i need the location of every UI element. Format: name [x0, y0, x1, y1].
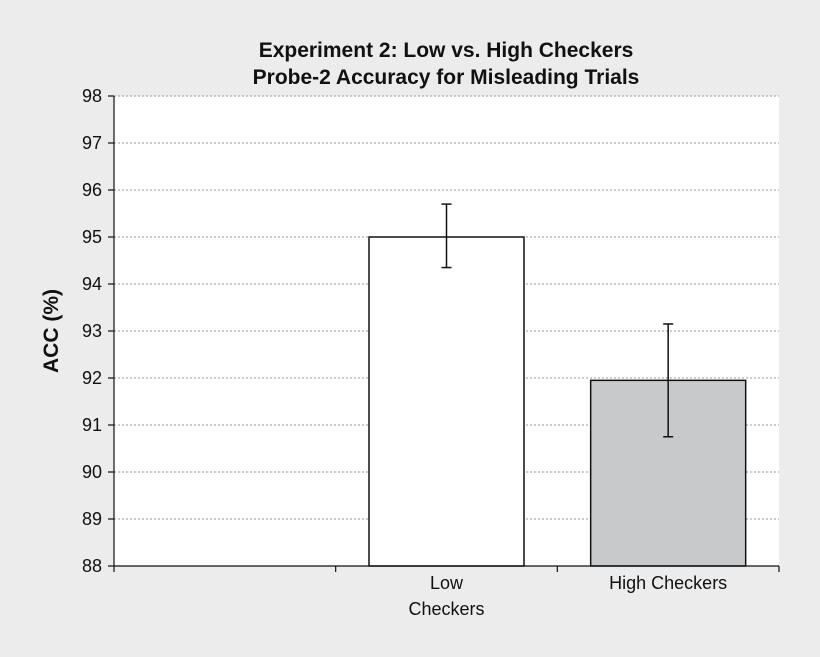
y-tick-label: 95: [82, 227, 102, 247]
x-category-label: Checkers: [408, 599, 484, 619]
y-tick-label: 91: [82, 415, 102, 435]
y-tick-label: 88: [82, 556, 102, 576]
x-category-labels: Low Checkers High Checkers: [408, 573, 727, 619]
y-axis-title: ACC (%): [40, 289, 63, 373]
x-category-label: Low: [430, 573, 464, 593]
x-category-label: High Checkers: [609, 573, 727, 593]
y-tick-label: 92: [82, 368, 102, 388]
bar: [368, 236, 525, 567]
error-bars: [441, 203, 674, 438]
axes: [108, 95, 780, 572]
bars: [368, 236, 747, 567]
y-tick-label: 97: [82, 133, 102, 153]
y-tick-label: 89: [82, 509, 102, 529]
y-tick-label: 94: [82, 274, 102, 294]
y-tick-labels: 88 89 90 91 92 93 94 95 96 97 98: [82, 86, 102, 576]
y-tick-label: 96: [82, 180, 102, 200]
chart-title-line-2: Probe-2 Accuracy for Misleading Trials: [253, 66, 640, 89]
chart-title-line-1: Experiment 2: Low vs. High Checkers: [259, 39, 634, 62]
y-tick-label: 90: [82, 462, 102, 482]
y-tick-label: 93: [82, 321, 102, 341]
y-tick-label: 98: [82, 86, 102, 106]
